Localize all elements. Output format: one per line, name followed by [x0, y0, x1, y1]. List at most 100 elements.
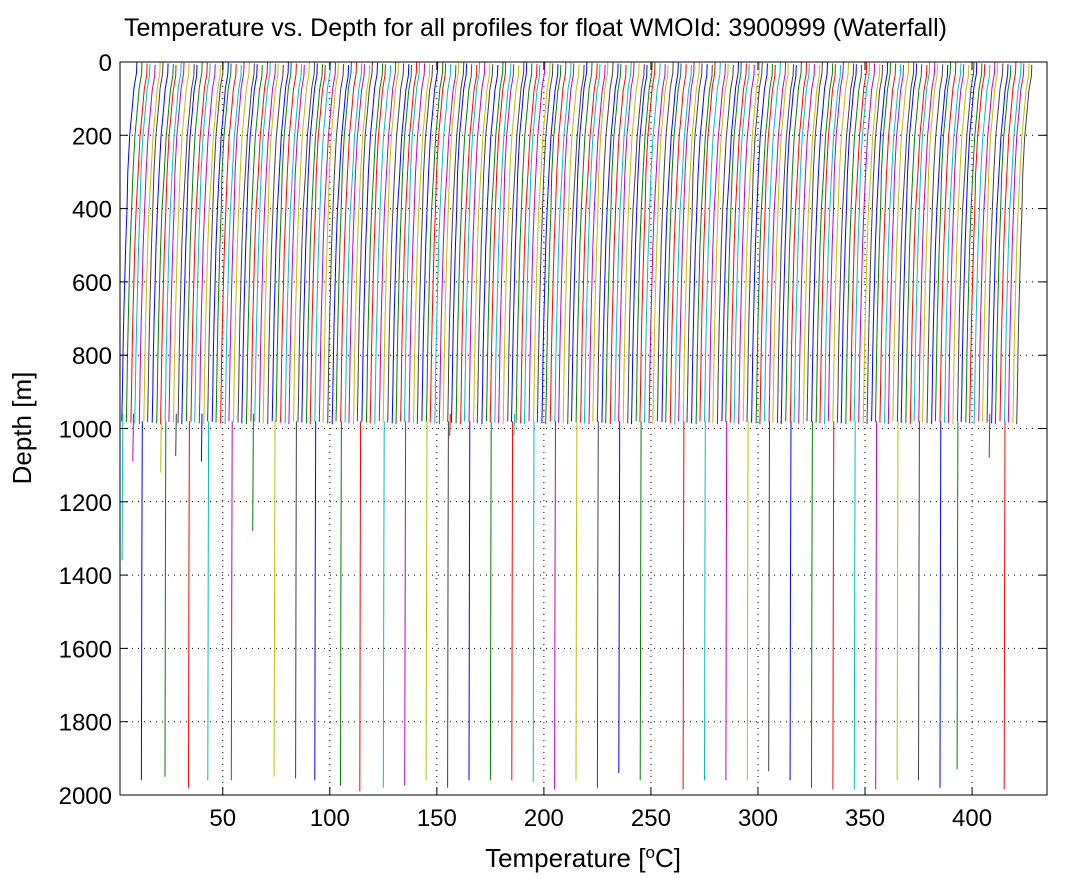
profile-line [425, 62, 444, 422]
profile-line [583, 64, 601, 424]
profile-line [502, 64, 520, 425]
profile-line [1012, 64, 1030, 424]
deep-profile-line [596, 421, 599, 788]
profile-line [699, 62, 716, 422]
profile-line [533, 62, 551, 422]
deep-profile-line [359, 421, 362, 792]
profile-line [733, 64, 750, 424]
profile-line [168, 62, 185, 422]
profile-line [353, 64, 371, 425]
mid-profile-line [132, 413, 134, 462]
profile-line [571, 62, 588, 422]
deep-profile-line [425, 421, 428, 781]
profile-line [772, 63, 789, 423]
profile-line [138, 64, 156, 425]
profile-line [523, 64, 541, 425]
profile-line [768, 62, 787, 422]
mid-profile-line [988, 413, 991, 458]
mid-profile-line [252, 413, 254, 532]
y-tick-label: 1800 [59, 710, 112, 737]
profile-line [742, 62, 760, 422]
profile-line [241, 64, 258, 424]
profile-line [391, 64, 410, 424]
profile-line [301, 63, 318, 423]
profile-line [185, 62, 203, 422]
profile-line [853, 62, 870, 422]
deep-profile-line [295, 421, 297, 779]
profile-line [956, 62, 975, 422]
profile-line [892, 62, 910, 422]
profile-line [708, 63, 726, 423]
profile-line [434, 64, 452, 424]
profile-line [567, 64, 585, 425]
profile-line [678, 62, 695, 422]
mid-profile-line [449, 413, 451, 436]
profile-line [669, 64, 687, 424]
profile-line [558, 63, 575, 423]
deep-profile-line [382, 421, 385, 788]
deep-profile-line [832, 421, 835, 790]
profile-line [674, 64, 692, 425]
axes: 50 100 150 200 250 300 350 400 0 200 400 600 800 1000… [59, 50, 1047, 832]
profile-line [665, 63, 682, 423]
profile-line [262, 64, 279, 424]
profile-line [858, 63, 876, 423]
y-axis-title: Depth [m] [7, 372, 37, 485]
profile-line [442, 62, 460, 422]
profile-line [207, 62, 224, 422]
deep-profile-line [896, 421, 899, 781]
x-axis-title: Temperature [oC] [485, 843, 681, 874]
profile-line [798, 64, 815, 424]
profile-line [476, 64, 494, 424]
profile-line [382, 62, 399, 422]
profile-line [815, 63, 834, 423]
y-tick-label: 0 [99, 50, 112, 77]
x-axis-title-suffix: C] [655, 843, 681, 873]
x-tick-label: 100 [310, 805, 350, 832]
profile-line [438, 64, 457, 425]
profile-line [793, 63, 810, 423]
deep-profile-line [140, 421, 143, 781]
profile-line [874, 62, 891, 422]
profile-line [592, 62, 609, 422]
profile-line [759, 64, 776, 425]
profile-line [400, 62, 418, 422]
profile-line [631, 64, 648, 425]
profile-line [926, 64, 944, 424]
profile-line [473, 63, 491, 423]
profile-line [712, 64, 729, 424]
mid-profile-line [175, 413, 177, 457]
deep-profile-line [511, 421, 514, 781]
profile-line [605, 64, 622, 424]
profile-line [931, 64, 949, 425]
profile-line [421, 62, 439, 422]
profile-line [716, 64, 734, 425]
profile-line [827, 62, 844, 422]
profile-line [322, 63, 339, 423]
profile-line [348, 64, 365, 424]
profile-line [447, 62, 465, 422]
deep-profile-line [853, 421, 856, 790]
deep-profile-line [164, 421, 167, 777]
profile-line [960, 62, 978, 422]
profile-line [729, 63, 747, 423]
profile-line [130, 63, 148, 423]
profile-line [481, 64, 499, 425]
profile-line [994, 64, 1012, 425]
profile-line [198, 64, 216, 424]
mid-profile-line [160, 413, 162, 473]
profile-line [403, 62, 420, 422]
deep-profile-line [1003, 421, 1006, 790]
profile-line [1016, 64, 1033, 425]
profile-line [725, 62, 742, 422]
profile-line [746, 62, 763, 422]
profile-line [905, 64, 923, 424]
profile-line [305, 64, 323, 424]
profile-line [369, 64, 386, 424]
profile-line [245, 64, 263, 425]
profile-line [460, 64, 478, 425]
x-tick-label: 50 [209, 805, 236, 832]
deep-profile-line [682, 421, 685, 790]
profile-line [884, 64, 902, 424]
